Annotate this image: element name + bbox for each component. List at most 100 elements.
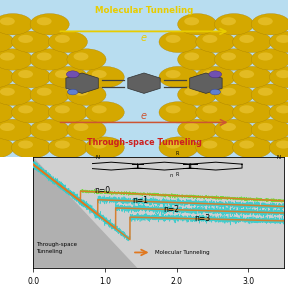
Text: n=3: n=3 bbox=[195, 214, 211, 223]
Circle shape bbox=[85, 67, 124, 88]
Circle shape bbox=[37, 17, 52, 25]
Circle shape bbox=[196, 102, 235, 123]
Circle shape bbox=[202, 35, 217, 43]
Circle shape bbox=[37, 88, 52, 96]
Circle shape bbox=[258, 17, 273, 25]
Circle shape bbox=[166, 141, 181, 149]
Circle shape bbox=[66, 71, 79, 78]
Circle shape bbox=[0, 14, 33, 35]
Circle shape bbox=[37, 52, 52, 60]
Circle shape bbox=[184, 88, 199, 96]
Circle shape bbox=[270, 102, 288, 123]
Circle shape bbox=[258, 88, 273, 96]
Circle shape bbox=[270, 31, 288, 52]
Circle shape bbox=[214, 14, 253, 35]
Circle shape bbox=[239, 141, 254, 149]
Circle shape bbox=[12, 137, 51, 158]
Text: R: R bbox=[176, 151, 179, 156]
Circle shape bbox=[184, 52, 199, 60]
Circle shape bbox=[221, 88, 236, 96]
Circle shape bbox=[159, 67, 198, 88]
Circle shape bbox=[159, 102, 198, 123]
Circle shape bbox=[221, 17, 236, 25]
Circle shape bbox=[221, 123, 236, 131]
Circle shape bbox=[67, 49, 106, 70]
Circle shape bbox=[258, 52, 273, 60]
Text: e: e bbox=[141, 33, 147, 43]
Circle shape bbox=[55, 70, 70, 78]
Circle shape bbox=[221, 52, 236, 60]
Circle shape bbox=[12, 67, 51, 88]
Circle shape bbox=[178, 49, 217, 70]
Circle shape bbox=[276, 70, 288, 78]
Circle shape bbox=[239, 105, 254, 113]
Circle shape bbox=[30, 49, 69, 70]
Text: n=0: n=0 bbox=[94, 186, 110, 195]
Circle shape bbox=[48, 137, 88, 158]
Circle shape bbox=[166, 35, 181, 43]
Text: e: e bbox=[141, 111, 147, 121]
Circle shape bbox=[214, 119, 253, 141]
Circle shape bbox=[30, 119, 69, 141]
Circle shape bbox=[270, 137, 288, 158]
Circle shape bbox=[92, 141, 107, 149]
Circle shape bbox=[92, 105, 107, 113]
Circle shape bbox=[48, 67, 88, 88]
Circle shape bbox=[196, 67, 235, 88]
Text: Molecular Tunneling: Molecular Tunneling bbox=[155, 250, 210, 255]
Text: n: n bbox=[170, 173, 173, 178]
Circle shape bbox=[48, 102, 88, 123]
Circle shape bbox=[55, 105, 70, 113]
Circle shape bbox=[258, 123, 273, 131]
Circle shape bbox=[209, 71, 222, 78]
Circle shape bbox=[202, 141, 217, 149]
Circle shape bbox=[73, 88, 88, 96]
Circle shape bbox=[0, 49, 33, 70]
Circle shape bbox=[251, 119, 288, 141]
Circle shape bbox=[0, 31, 14, 52]
Text: N: N bbox=[276, 155, 281, 160]
Text: N: N bbox=[96, 155, 100, 160]
Circle shape bbox=[0, 119, 33, 141]
Circle shape bbox=[251, 14, 288, 35]
Circle shape bbox=[239, 35, 254, 43]
Circle shape bbox=[67, 84, 106, 105]
Circle shape bbox=[233, 67, 272, 88]
Circle shape bbox=[0, 123, 15, 131]
Circle shape bbox=[239, 70, 254, 78]
Circle shape bbox=[184, 17, 199, 25]
Circle shape bbox=[276, 35, 288, 43]
Circle shape bbox=[202, 105, 217, 113]
Circle shape bbox=[178, 14, 217, 35]
Circle shape bbox=[184, 123, 199, 131]
Circle shape bbox=[178, 84, 217, 105]
Circle shape bbox=[30, 14, 69, 35]
Circle shape bbox=[251, 84, 288, 105]
Circle shape bbox=[0, 17, 15, 25]
Circle shape bbox=[48, 31, 88, 52]
Circle shape bbox=[0, 67, 14, 88]
Circle shape bbox=[18, 141, 33, 149]
Circle shape bbox=[67, 119, 106, 141]
Circle shape bbox=[166, 105, 181, 113]
Circle shape bbox=[276, 105, 288, 113]
Circle shape bbox=[37, 123, 52, 131]
Circle shape bbox=[159, 137, 198, 158]
Circle shape bbox=[233, 31, 272, 52]
Circle shape bbox=[0, 102, 14, 123]
Circle shape bbox=[214, 49, 253, 70]
Circle shape bbox=[12, 31, 51, 52]
Circle shape bbox=[30, 84, 69, 105]
Circle shape bbox=[73, 52, 88, 60]
Circle shape bbox=[67, 89, 78, 95]
Circle shape bbox=[55, 141, 70, 149]
Circle shape bbox=[159, 31, 198, 52]
Circle shape bbox=[178, 119, 217, 141]
Circle shape bbox=[92, 70, 107, 78]
Circle shape bbox=[214, 84, 253, 105]
Circle shape bbox=[210, 89, 220, 95]
Circle shape bbox=[18, 70, 33, 78]
Circle shape bbox=[0, 137, 14, 158]
Circle shape bbox=[251, 49, 288, 70]
Circle shape bbox=[196, 31, 235, 52]
